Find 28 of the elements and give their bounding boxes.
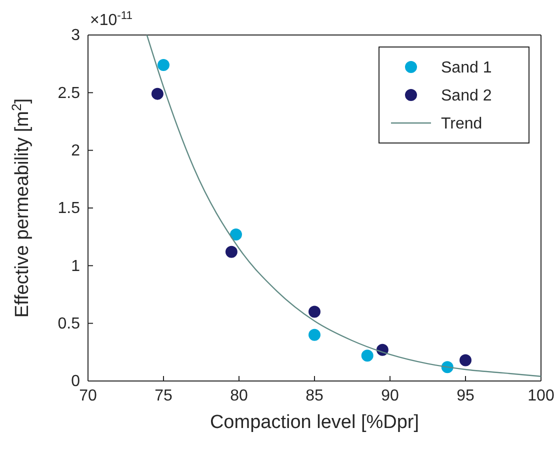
x-tick-label: 95	[456, 387, 474, 404]
y-tick-label: 0	[71, 373, 80, 390]
text: ×10$^{-11}$	[90, 10, 132, 29]
legend-label: Sand 2	[441, 88, 492, 105]
y-tick-label: 2.5	[58, 84, 80, 102]
x-tick-label: 100	[528, 387, 554, 404]
point	[460, 354, 472, 366]
y-tick-label: 3	[71, 27, 80, 44]
x-tick-label: 90	[381, 387, 399, 404]
x-tick-label: 80	[230, 387, 248, 404]
legend-label: Trend	[441, 116, 482, 133]
legend-label: Sand 1	[441, 60, 492, 77]
point	[308, 306, 320, 318]
y-tick-label: 2	[71, 142, 80, 160]
y-tick-label: 0.5	[58, 315, 80, 332]
point	[158, 59, 170, 71]
y-tick-label: 1	[71, 258, 80, 275]
point	[151, 88, 164, 100]
x-tick-label: 70	[79, 387, 97, 404]
point	[230, 228, 242, 241]
point	[308, 328, 320, 341]
x-axis-title: Compaction level [%Dpr]	[210, 412, 420, 433]
point	[361, 350, 374, 362]
line-series	[146, 34, 542, 377]
y-tick-label: 1.5	[58, 200, 80, 218]
x-tick-label: 75	[154, 387, 172, 404]
x-tick-label: 85	[306, 387, 324, 404]
point	[225, 246, 238, 258]
